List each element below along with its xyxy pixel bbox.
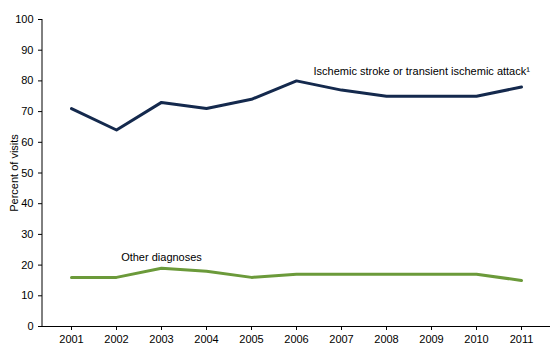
svg-text:2004: 2004 [194,333,218,345]
svg-text:20: 20 [21,259,33,271]
svg-text:2010: 2010 [464,333,488,345]
svg-text:70: 70 [21,105,33,117]
svg-text:100: 100 [15,13,33,25]
svg-text:40: 40 [21,197,33,209]
svg-text:2003: 2003 [149,333,173,345]
svg-text:2006: 2006 [284,333,308,345]
svg-text:60: 60 [21,136,33,148]
svg-text:2008: 2008 [374,333,398,345]
svg-text:0: 0 [27,320,33,332]
svg-text:2011: 2011 [510,333,534,345]
svg-text:Percent of visits: Percent of visits [8,134,20,212]
svg-text:2001: 2001 [59,333,83,345]
svg-text:50: 50 [21,167,33,179]
svg-text:80: 80 [21,74,33,86]
svg-text:2007: 2007 [329,333,353,345]
svg-text:90: 90 [21,44,33,56]
svg-text:2002: 2002 [104,333,128,345]
svg-text:Ischemic stroke or transient i: Ischemic stroke or transient ischemic at… [314,65,531,77]
svg-text:10: 10 [21,289,33,301]
svg-text:Other diagnoses: Other diagnoses [121,251,202,263]
svg-text:2009: 2009 [419,333,443,345]
svg-text:30: 30 [21,228,33,240]
svg-text:2005: 2005 [239,333,263,345]
